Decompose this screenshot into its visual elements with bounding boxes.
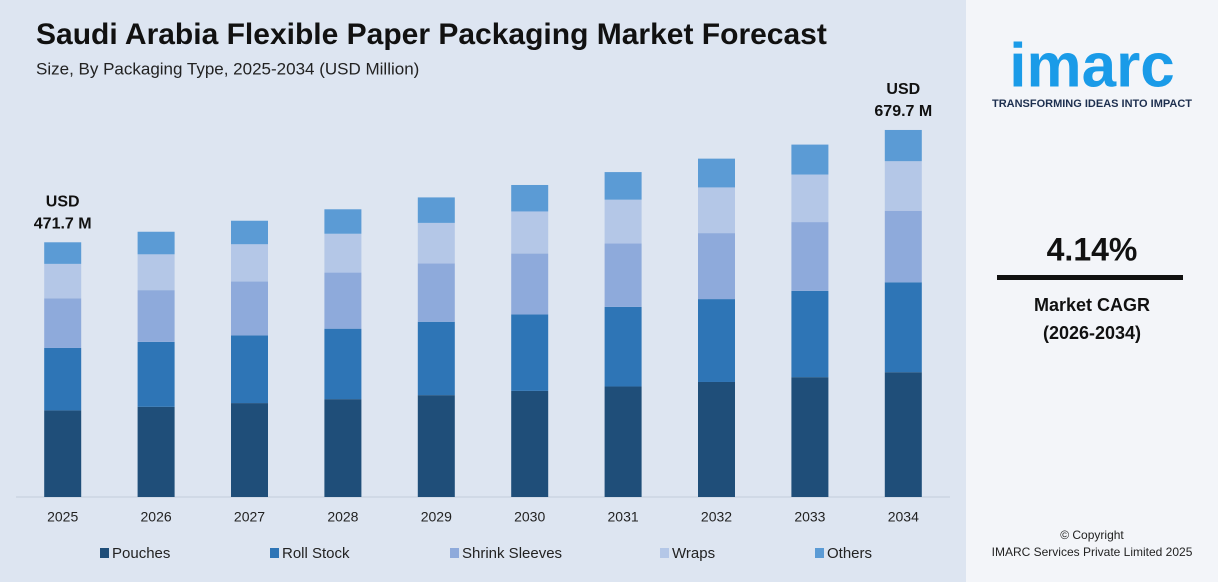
chart-subtitle: Size, By Packaging Type, 2025-2034 (USD … xyxy=(36,59,419,78)
bar-segment xyxy=(137,231,175,255)
bar-segment xyxy=(231,335,268,404)
bar-segment xyxy=(511,390,549,497)
side-panel xyxy=(966,0,1218,582)
total-label: 679.7 M xyxy=(874,103,932,120)
bar-segment xyxy=(511,314,549,391)
bar-segment xyxy=(698,187,735,234)
x-tick-label: 2025 xyxy=(47,509,78,525)
bar-segment xyxy=(884,282,922,373)
bar-segment xyxy=(604,386,642,497)
bar-segment xyxy=(231,281,268,336)
logo: imarc xyxy=(1009,31,1174,100)
tagline: TRANSFORMING IDEAS INTO IMPACT xyxy=(992,98,1192,110)
bar-segment xyxy=(44,242,82,264)
legend-label: Pouches xyxy=(112,545,170,562)
bar-segment xyxy=(791,290,829,378)
bar-segment xyxy=(884,210,922,283)
bar-segment xyxy=(137,254,175,291)
company: IMARC Services Private Limited 2025 xyxy=(992,545,1193,559)
bar-segment xyxy=(324,209,362,234)
legend-label: Shrink Sleeves xyxy=(462,545,562,562)
cagr-value: 4.14% xyxy=(1047,231,1138,267)
bar-segment xyxy=(511,211,549,254)
bar-segment xyxy=(231,403,268,497)
x-tick-label: 2027 xyxy=(234,509,265,525)
bar-segment xyxy=(884,129,922,162)
legend-swatch xyxy=(660,548,669,558)
bar-segment xyxy=(417,263,455,322)
bar-segment xyxy=(231,220,268,245)
bar-segment xyxy=(324,272,362,329)
legend-label: Roll Stock xyxy=(282,545,350,562)
bar-segment xyxy=(137,341,175,407)
legend-swatch xyxy=(815,548,824,558)
bar-segment xyxy=(698,299,735,382)
bar-segment xyxy=(511,184,549,212)
bar-segment xyxy=(511,253,549,315)
bar-segment xyxy=(324,233,362,273)
cagr-label: Market CAGR xyxy=(1034,295,1150,315)
bar-segment xyxy=(324,399,362,497)
cagr-rule xyxy=(997,275,1183,280)
x-tick-label: 2029 xyxy=(421,509,452,525)
x-tick-label: 2033 xyxy=(794,509,825,525)
bar-segment xyxy=(604,306,642,387)
x-tick-label: 2031 xyxy=(608,509,639,525)
legend-label: Others xyxy=(827,545,872,562)
bar-segment xyxy=(791,222,829,291)
total-label: USD xyxy=(46,194,80,211)
legend-swatch xyxy=(270,548,279,558)
cagr-period: (2026-2034) xyxy=(1043,323,1141,343)
bar-segment xyxy=(417,197,455,223)
total-label: 471.7 M xyxy=(34,216,92,233)
bar-segment xyxy=(417,222,455,264)
bar-segment xyxy=(791,377,829,497)
legend-swatch xyxy=(450,548,459,558)
bar-segment xyxy=(44,410,82,497)
bar-segment xyxy=(604,172,642,200)
bar-segment xyxy=(417,395,455,497)
bar-segment xyxy=(791,174,829,223)
x-tick-label: 2034 xyxy=(888,509,919,525)
bar-segment xyxy=(698,233,735,300)
bar-segment xyxy=(44,347,82,411)
bar-segment xyxy=(417,321,455,396)
bar-segment xyxy=(698,158,735,188)
bar-segment xyxy=(604,199,642,244)
x-tick-label: 2032 xyxy=(701,509,732,525)
x-tick-label: 2026 xyxy=(141,509,172,525)
bar-segment xyxy=(884,161,922,211)
x-tick-label: 2028 xyxy=(327,509,358,525)
bar-segment xyxy=(44,263,82,299)
x-tick-label: 2030 xyxy=(514,509,545,525)
total-label: USD xyxy=(886,81,920,98)
bar-segment xyxy=(231,244,268,282)
bar-segment xyxy=(884,372,922,497)
bar-segment xyxy=(137,406,175,497)
bar-segment xyxy=(44,298,82,348)
bar-segment xyxy=(604,243,642,307)
copyright: © Copyright xyxy=(1060,528,1124,542)
chart-title: Saudi Arabia Flexible Paper Packaging Ma… xyxy=(36,18,827,51)
bar-segment xyxy=(698,381,735,497)
bar-segment xyxy=(137,290,175,342)
bar-segment xyxy=(791,144,829,175)
legend-swatch xyxy=(100,548,109,558)
bar-segment xyxy=(324,328,362,400)
legend-label: Wraps xyxy=(672,545,715,562)
